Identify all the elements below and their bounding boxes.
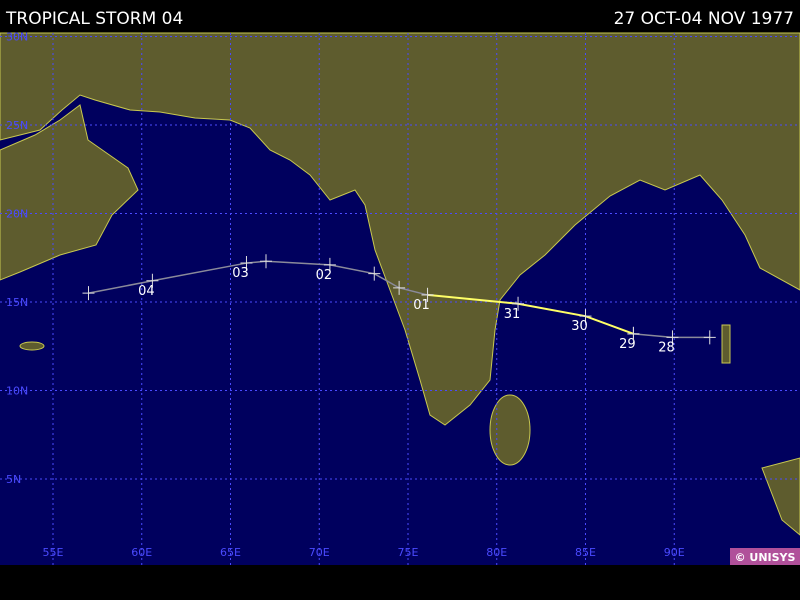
day-label: 03 bbox=[232, 266, 249, 281]
lon-label: 65E bbox=[220, 546, 241, 559]
track-fix bbox=[579, 309, 592, 324]
track-segment bbox=[88, 260, 428, 296]
lat-label: 15N bbox=[6, 296, 28, 309]
track-fix bbox=[393, 280, 406, 295]
lat-label: 20N bbox=[6, 208, 28, 221]
lat-label: 25N bbox=[6, 119, 28, 132]
track-fix bbox=[323, 257, 336, 272]
day-label: 29 bbox=[619, 337, 636, 352]
track-fix bbox=[240, 256, 253, 271]
track-fix bbox=[421, 287, 434, 302]
lon-label: 75E bbox=[398, 546, 419, 559]
land bbox=[0, 32, 800, 536]
track-fix bbox=[627, 326, 640, 341]
land-sumatra bbox=[761, 457, 800, 536]
storm-title: TROPICAL STORM 04 bbox=[5, 9, 183, 29]
track-fix bbox=[82, 286, 95, 301]
lat-label: 10N bbox=[6, 385, 28, 398]
track-fix bbox=[703, 330, 716, 345]
credit: © UNISYS bbox=[735, 551, 796, 564]
lon-label: 60E bbox=[131, 546, 152, 559]
day-label: 01 bbox=[413, 298, 430, 313]
day-label: 02 bbox=[316, 268, 333, 283]
track-fix bbox=[146, 273, 159, 288]
lon-label: 85E bbox=[575, 546, 596, 559]
storm-dates: 27 OCT-04 NOV 1977 bbox=[614, 9, 794, 29]
track-fix bbox=[666, 330, 679, 345]
lon-label: 55E bbox=[43, 546, 64, 559]
track-fix bbox=[368, 266, 381, 281]
track-fix bbox=[260, 254, 272, 269]
land-arabia bbox=[0, 104, 139, 281]
lat-label: 5N bbox=[6, 473, 21, 486]
lon-label: 90E bbox=[664, 546, 685, 559]
day-label: 31 bbox=[504, 307, 521, 322]
track-segment bbox=[427, 293, 634, 335]
day-label: 28 bbox=[658, 340, 675, 355]
day-label: 04 bbox=[138, 284, 155, 299]
day-label: 30 bbox=[571, 319, 588, 334]
credit-box bbox=[730, 548, 800, 565]
land-asia bbox=[0, 32, 800, 426]
lon-label: 70E bbox=[309, 546, 330, 559]
land-socotra bbox=[19, 341, 45, 351]
land-andaman bbox=[721, 324, 731, 364]
track-fix bbox=[512, 296, 525, 311]
lon-label: 80E bbox=[486, 546, 507, 559]
land-srilanka bbox=[489, 394, 531, 466]
lat-label: 30N bbox=[6, 31, 28, 44]
